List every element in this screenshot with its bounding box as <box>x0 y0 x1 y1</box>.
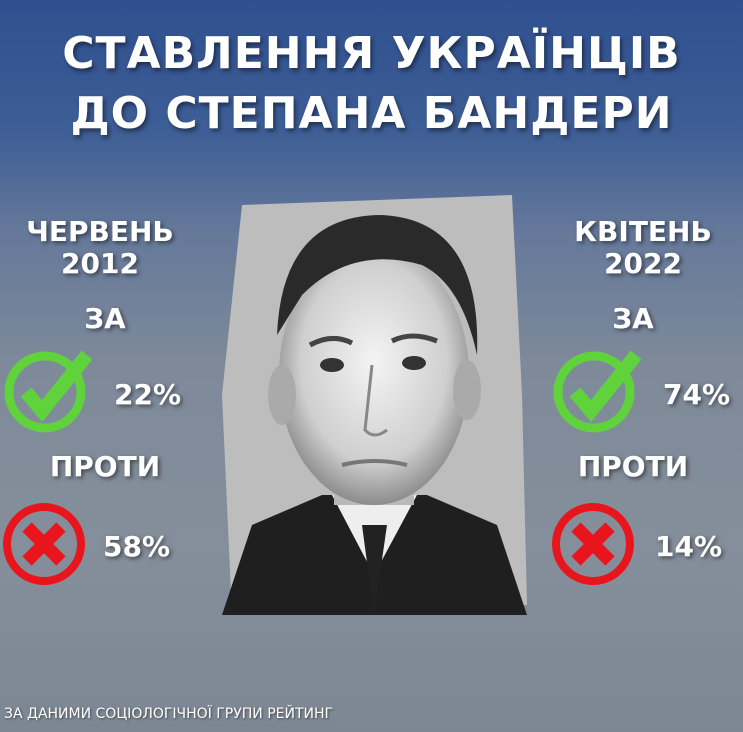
source-note: ЗА ДАНИМИ СОЦІОЛОГІЧНОЇ ГРУПИ РЕЙТИНГ <box>4 706 334 722</box>
for-label: ЗА <box>612 302 654 335</box>
title-line-2: ДО СТЕПАНА БАНДЕРИ <box>70 88 673 139</box>
against-label: ПРОТИ <box>49 450 161 483</box>
for-value: 74% <box>663 378 731 411</box>
against-value: 14% <box>655 530 723 563</box>
for-label: ЗА <box>84 302 126 335</box>
title-line-1: СТАВЛЕННЯ УКРАЇНЦІВ <box>62 28 681 79</box>
period-month: ЧЕРВЕНЬ <box>26 215 174 248</box>
period-year: 2022 <box>604 247 682 280</box>
portrait-photo <box>222 195 527 615</box>
cross-icon <box>3 503 85 585</box>
checkmark-icon <box>553 350 641 433</box>
period-month: КВІТЕНЬ <box>574 215 712 248</box>
against-value: 58% <box>103 530 171 563</box>
checkmark-icon <box>4 350 92 433</box>
cross-icon <box>552 503 634 585</box>
against-label: ПРОТИ <box>577 450 689 483</box>
period-year: 2012 <box>61 247 139 280</box>
for-value: 22% <box>114 378 182 411</box>
